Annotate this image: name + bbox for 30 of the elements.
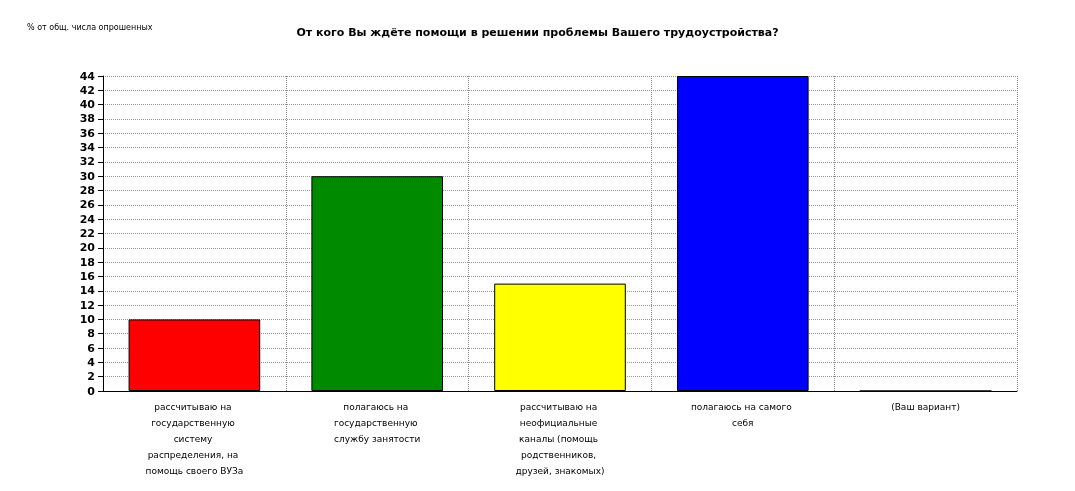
y-tick-label: 30: [79, 169, 96, 183]
y-tick-label: 36: [79, 126, 96, 140]
y-tick-label: 34: [79, 141, 96, 155]
y-tick-label: 40: [79, 98, 96, 112]
x-tick-label: рассчитываю на государственную систему распределения, на помощь своего ВУЗа: [145, 402, 244, 476]
y-tick-label: 12: [79, 298, 95, 312]
y-tick-label: 2: [87, 370, 95, 384]
y-tick-label: 14: [79, 284, 96, 298]
x-tick-label: полагаюсь на самого себя: [690, 402, 795, 428]
y-tick-label: 44: [79, 69, 96, 83]
x-tick-label: рассчитываю на неофициальные каналы (помощь родственников, друзей, знакомых): [515, 402, 605, 476]
y-axis-title: % от общ. числа опрошенных: [27, 22, 153, 32]
y-tick-label: 16: [79, 269, 96, 283]
y-tick-label: 0: [87, 384, 96, 398]
y-tick-label: 20: [79, 241, 96, 255]
y-tick-label: 8: [87, 327, 95, 341]
y-tick-label: 6: [87, 341, 96, 355]
y-tick-label: 38: [79, 112, 95, 126]
y-tick-label: 26: [79, 198, 96, 212]
y-tick-label: 24: [79, 212, 96, 226]
y-tick-label: 4: [87, 355, 96, 369]
y-tick-label: 28: [79, 184, 95, 198]
y-tick-label: 22: [79, 227, 95, 240]
y-tick-label: 32: [79, 155, 95, 169]
chart-title: От кого Вы ждёте помощи в решении проблемы Вашего трудоустройства?: [296, 26, 779, 39]
x-tick-label: полагаюсь на государственную службу занятости: [333, 402, 421, 444]
y-tick-label: 42: [79, 83, 95, 97]
y-tick-label: 10: [79, 312, 96, 326]
x-tick-label: (Ваш вариант): [891, 402, 961, 412]
y-tick-label: 18: [79, 255, 95, 269]
